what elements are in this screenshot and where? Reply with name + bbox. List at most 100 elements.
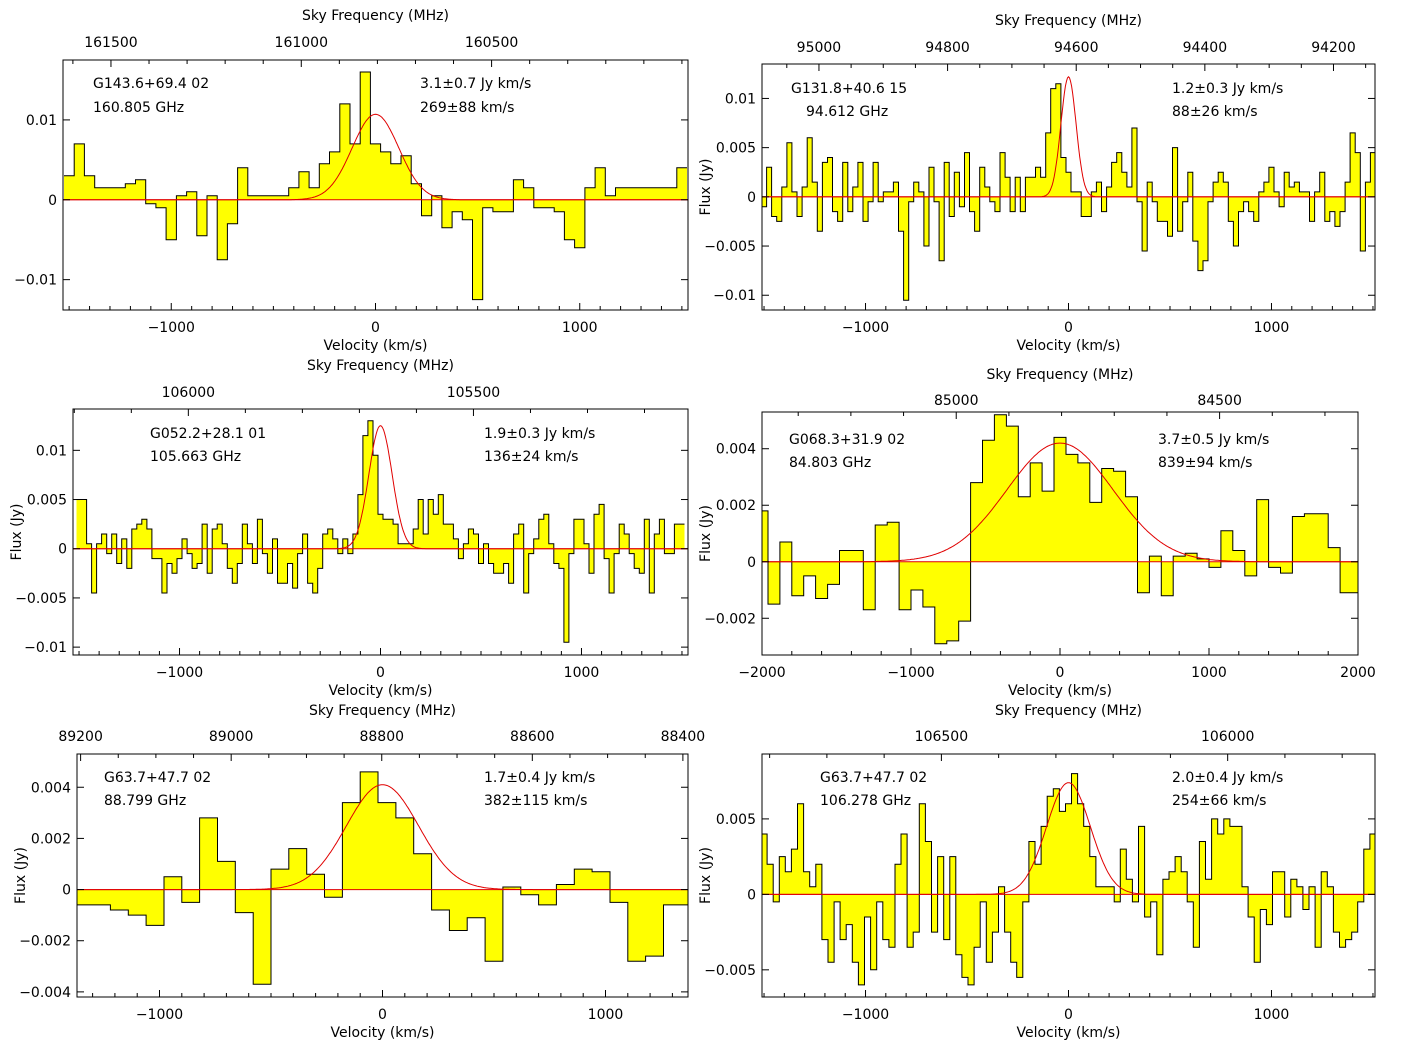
freq-tick-label: 85000 xyxy=(934,393,979,409)
top-axis-label: Sky Frequency (MHz) xyxy=(987,367,1134,383)
integrated-flux: 1.7±0.4 Jy km/s xyxy=(484,770,595,786)
histogram-step xyxy=(64,71,687,301)
source-name: G63.7+47.7 02 xyxy=(820,770,927,786)
line-frequency: 94.612 GHz xyxy=(806,104,888,120)
y-tick-label: 0 xyxy=(747,555,756,571)
line-width: 136±24 km/s xyxy=(484,449,578,465)
integrated-flux: 2.0±0.4 Jy km/s xyxy=(1172,770,1283,786)
spectrum-panel: −1000 0 1000 −0.01 −0.005 0 0.005 0.01 95000 9480… xyxy=(698,13,1376,354)
y-tick-label: −0.01 xyxy=(24,640,67,656)
histogram xyxy=(762,414,1358,645)
x-axis-label: Velocity (km/s) xyxy=(1016,1025,1120,1041)
spectrum-panel: −1000 0 1000 −0.004 −0.002 0 0.002 0.004 89200 89… xyxy=(13,703,705,1041)
y-tick-label: 0.01 xyxy=(725,91,756,107)
freq-tick-label: 88600 xyxy=(510,729,555,745)
line-width: 88±26 km/s xyxy=(1172,104,1258,120)
x-axis-label: Velocity (km/s) xyxy=(328,683,432,699)
source-name: G131.8+40.6 15 xyxy=(791,81,907,97)
freq-tick-label: 106500 xyxy=(915,729,968,745)
source-name: G143.6+69.4 02 xyxy=(93,76,209,92)
gaussian-fit xyxy=(762,76,1375,198)
histogram-step xyxy=(762,83,1375,301)
y-tick-label: 0 xyxy=(58,542,67,558)
histogram xyxy=(77,771,688,985)
x-tick-label: 0 xyxy=(371,320,380,336)
y-tick-label: −0.005 xyxy=(15,591,67,607)
x-axis-label: Velocity (km/s) xyxy=(323,338,427,354)
x-tick-label: 0 xyxy=(376,665,385,681)
freq-tick-label: 161000 xyxy=(275,35,328,51)
x-tick-label: 0 xyxy=(378,1007,387,1023)
top-axis-label: Sky Frequency (MHz) xyxy=(302,8,449,24)
top-axis-label: Sky Frequency (MHz) xyxy=(309,703,456,719)
x-tick-label: −1000 xyxy=(842,320,889,336)
line-width: 839±94 km/s xyxy=(1158,455,1252,471)
histogram xyxy=(762,773,1375,986)
freq-tick-label: 160500 xyxy=(465,35,518,51)
y-tick-label: 0.005 xyxy=(27,493,67,509)
spectrum-panel: −2000 −1000 0 1000 2000 −0.002 0 0.002 0.004 8500… xyxy=(698,367,1376,699)
top-axis-label: Sky Frequency (MHz) xyxy=(995,703,1142,719)
source-name: G63.7+47.7 02 xyxy=(104,770,211,786)
y-tick-label: −0.01 xyxy=(14,273,57,289)
source-name: G068.3+31.9 02 xyxy=(789,432,905,448)
histogram-fill xyxy=(762,414,1358,644)
y-tick-label: 0.004 xyxy=(716,442,756,458)
line-frequency: 88.799 GHz xyxy=(104,793,186,809)
histogram-fill xyxy=(762,83,1375,301)
y-tick-label: 0 xyxy=(747,887,756,903)
x-tick-label: 1000 xyxy=(1254,1007,1290,1023)
x-axis-label: Velocity (km/s) xyxy=(1008,683,1112,699)
y-axis-label: Flux (Jy) xyxy=(9,504,25,561)
x-axis-label: Velocity (km/s) xyxy=(1016,338,1120,354)
histogram-step xyxy=(762,773,1375,986)
y-tick-label: −0.005 xyxy=(704,239,756,255)
y-tick-label: −0.002 xyxy=(19,934,71,950)
freq-tick-label: 89200 xyxy=(58,729,103,745)
y-tick-label: −0.002 xyxy=(704,611,756,627)
y-tick-label: 0.005 xyxy=(716,141,756,157)
line-width: 382±115 km/s xyxy=(484,793,587,809)
integrated-flux: 3.7±0.5 Jy km/s xyxy=(1158,432,1269,448)
integrated-flux: 1.9±0.3 Jy km/s xyxy=(484,426,595,442)
y-tick-label: 0.004 xyxy=(31,780,71,796)
source-name: G052.2+28.1 01 xyxy=(150,426,266,442)
histogram xyxy=(762,76,1375,301)
y-tick-label: 0.002 xyxy=(716,498,756,514)
x-tick-label: −1000 xyxy=(842,1007,889,1023)
spectrum-panel: −1000 0 1000 −0.01 −0.005 0 0.005 0.01 106000 105… xyxy=(9,358,689,699)
gaussian-fit xyxy=(63,113,688,201)
histogram-fill xyxy=(77,771,688,985)
integrated-flux: 1.2±0.3 Jy km/s xyxy=(1172,81,1283,97)
gaussian-fit xyxy=(73,425,688,550)
x-tick-label: 1000 xyxy=(564,665,600,681)
y-axis-label: Flux (Jy) xyxy=(698,847,714,904)
y-tick-label: 0 xyxy=(747,190,756,206)
freq-tick-label: 106000 xyxy=(162,385,215,401)
histogram-fill xyxy=(76,420,685,643)
freq-tick-label: 94800 xyxy=(925,40,970,56)
freq-tick-label: 88800 xyxy=(359,729,404,745)
freq-tick-label: 106000 xyxy=(1201,729,1254,745)
line-frequency: 84.803 GHz xyxy=(789,455,871,471)
freq-tick-label: 95000 xyxy=(797,40,842,56)
line-width: 269±88 km/s xyxy=(420,100,514,116)
line-frequency: 160.805 GHz xyxy=(93,100,184,116)
histogram-fill xyxy=(64,72,687,300)
freq-tick-label: 94400 xyxy=(1183,40,1228,56)
y-tick-label: −0.005 xyxy=(704,963,756,979)
histogram-step xyxy=(76,420,685,643)
y-tick-label: 0.01 xyxy=(26,113,57,129)
y-tick-label: 0.005 xyxy=(716,812,756,828)
freq-tick-label: 161500 xyxy=(84,35,137,51)
line-width: 254±66 km/s xyxy=(1172,793,1266,809)
x-tick-label: 1000 xyxy=(1254,320,1290,336)
gaussian-fit xyxy=(762,782,1375,895)
integrated-flux: 3.1±0.7 Jy km/s xyxy=(420,76,531,92)
y-tick-label: −0.004 xyxy=(19,985,71,1001)
freq-tick-label: 105500 xyxy=(447,385,500,401)
x-tick-label: 2000 xyxy=(1340,665,1376,681)
top-axis-label: Sky Frequency (MHz) xyxy=(307,358,454,374)
y-tick-label: 0 xyxy=(62,883,71,899)
